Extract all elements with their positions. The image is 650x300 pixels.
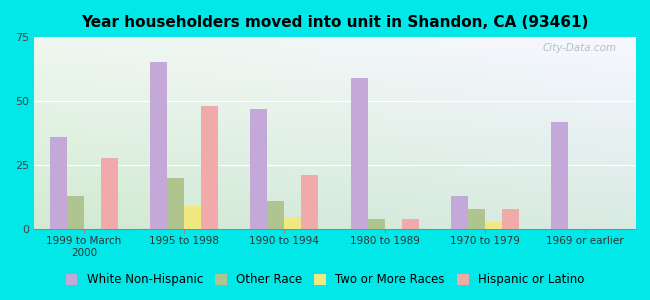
Title: Year householders moved into unit in Shandon, CA (93461): Year householders moved into unit in Sha… <box>81 15 588 30</box>
Bar <box>250 109 267 230</box>
Bar <box>468 209 485 230</box>
Bar <box>50 137 67 230</box>
Bar <box>350 78 367 230</box>
Bar <box>402 219 419 230</box>
Bar <box>101 158 118 230</box>
Text: City-Data.com: City-Data.com <box>543 43 617 52</box>
Bar <box>302 176 318 230</box>
Bar <box>502 209 519 230</box>
Legend: White Non-Hispanic, Other Race, Two or More Races, Hispanic or Latino: White Non-Hispanic, Other Race, Two or M… <box>61 269 589 291</box>
Bar <box>202 106 218 230</box>
Bar <box>184 206 202 230</box>
Bar <box>167 178 184 230</box>
Bar <box>67 196 84 230</box>
Bar <box>150 62 167 230</box>
Bar <box>267 201 285 230</box>
Bar <box>450 196 468 230</box>
Bar <box>285 217 302 230</box>
Bar <box>551 122 568 230</box>
Bar <box>367 219 385 230</box>
Bar <box>485 222 502 230</box>
